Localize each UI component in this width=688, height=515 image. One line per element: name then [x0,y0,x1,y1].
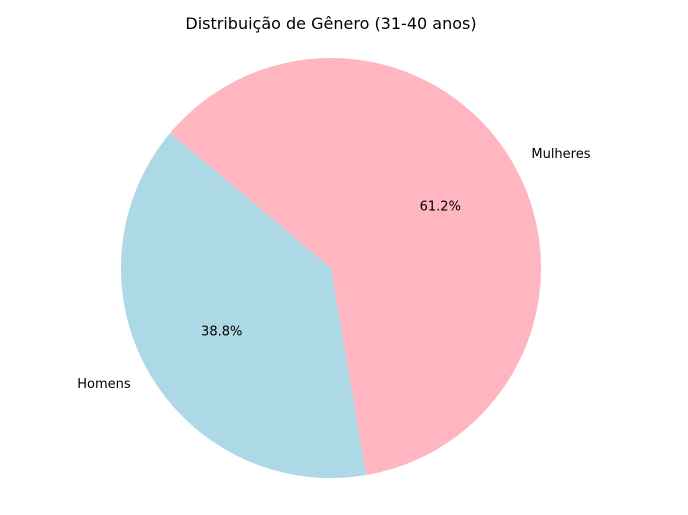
pie-labels: Homens 38.8% Mulheres 61.2% [77,147,591,392]
pct-label-mulheres: 61.2% [420,199,461,214]
pct-label-homens: 38.8% [201,325,242,340]
pie-slice-homens [120,133,367,479]
slice-label-mulheres: Mulheres [531,147,590,162]
chart-title: Distribuição de Gênero (31-40 anos) [185,14,476,33]
pie-slices [120,58,541,479]
slice-label-homens: Homens [77,377,131,392]
pie-slice-mulheres [170,58,541,476]
